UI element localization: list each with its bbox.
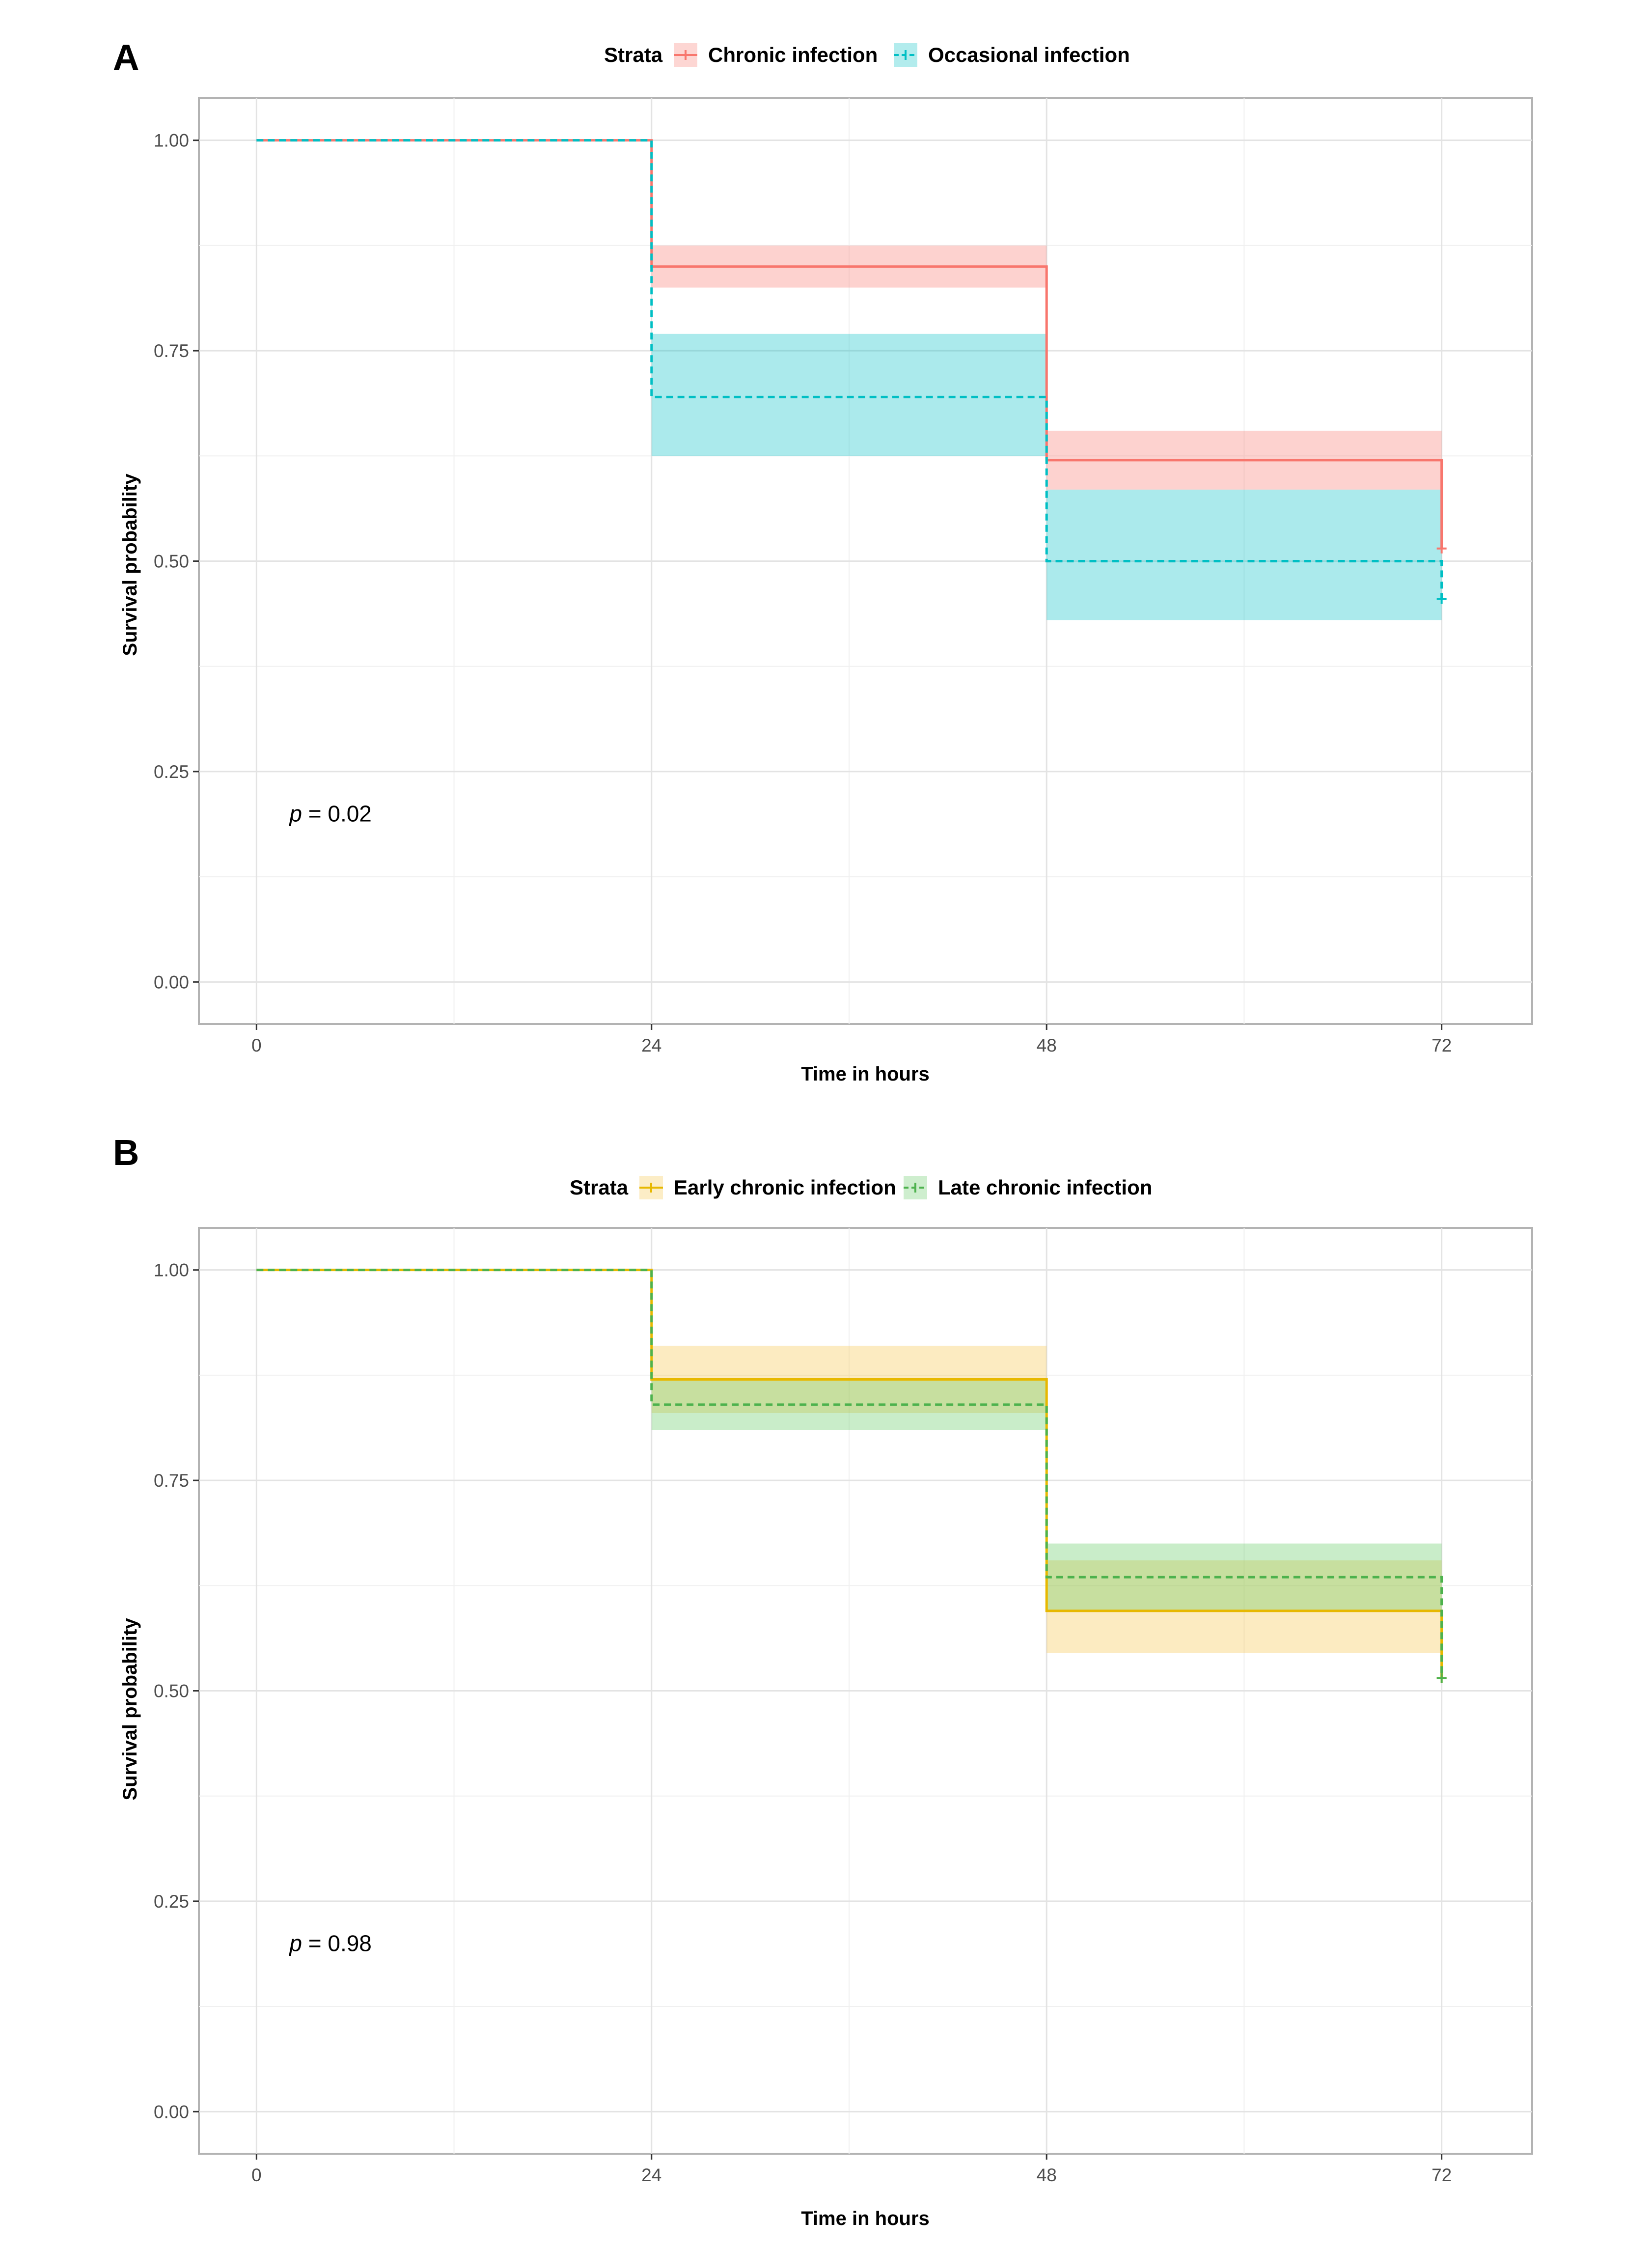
y-tick-label: 0.25 (154, 762, 189, 782)
x-tick-label: 0 (251, 1035, 262, 1055)
y-tick-label: 0.50 (154, 1681, 189, 1701)
x-tick-label: 72 (1432, 1035, 1452, 1055)
plot-area: 0 24 48 72 0.00 0.25 0.50 0.75 1.00 p = 0.98 (154, 1227, 1533, 2185)
x-tick-label: 24 (641, 1035, 661, 1055)
y-tick-label: 0.75 (154, 1471, 189, 1491)
p-value-text: = 0.98 (302, 1931, 372, 1956)
legend-title: Strata (604, 43, 663, 66)
legend: Strata Early chronic infection Late chro… (570, 1176, 1152, 1199)
censor-mark (1436, 543, 1447, 554)
x-tick-label: 48 (1037, 1035, 1057, 1055)
y-tick-label: 1.00 (154, 131, 189, 151)
y-axis-title: Survival probability (119, 473, 141, 656)
panel-a: A Strata Chronic infection Occasional in… (113, 37, 1533, 1085)
censor-mark (1436, 1673, 1447, 1683)
legend-label: Chronic infection (708, 43, 878, 66)
x-tick-label: 24 (641, 2165, 661, 2185)
y-axis-title: Survival probability (119, 1618, 141, 1801)
confidence-band (1046, 489, 1442, 620)
y-tick-label: 1.00 (154, 1260, 189, 1280)
confidence-band (1046, 1560, 1442, 1653)
panel-letter: B (113, 1132, 139, 1173)
x-tick-label: 0 (251, 2165, 262, 2185)
y-tick-label: 0.75 (154, 341, 189, 361)
legend-label: Late chronic infection (938, 1176, 1152, 1199)
x-tick-label: 48 (1037, 2165, 1057, 2185)
legend-key-occasional-infection: Occasional infection (894, 43, 1130, 67)
p-value-symbol: p (288, 801, 302, 827)
censor-mark (1436, 594, 1447, 604)
p-value-symbol: p (288, 1931, 302, 1956)
x-axis-title: Time in hours (801, 1063, 930, 1085)
legend-key-chronic-infection: Chronic infection (674, 43, 878, 67)
legend: Strata Chronic infection Occasional infe… (604, 43, 1130, 67)
panel-b: B Strata Early chronic infection Late ch… (113, 1132, 1533, 2229)
survival-curve (256, 1269, 1443, 1678)
survival-curve (256, 139, 1443, 549)
p-value-annotation: p = 0.98 (288, 1931, 372, 1956)
p-value-annotation: p = 0.02 (288, 801, 372, 827)
legend-label: Early chronic infection (674, 1176, 896, 1199)
x-tick-label: 72 (1432, 2165, 1452, 2185)
y-tick-label: 0.00 (154, 972, 189, 992)
legend-label: Occasional infection (928, 43, 1130, 66)
y-tick-label: 0.25 (154, 1891, 189, 1912)
legend-key-early-chronic-infection: Early chronic infection (639, 1176, 896, 1199)
y-tick-label: 0.00 (154, 2102, 189, 2122)
x-axis-title: Time in hours (801, 2208, 930, 2229)
legend-title: Strata (570, 1176, 629, 1199)
survival-curve (256, 139, 1443, 599)
y-tick-label: 0.50 (154, 552, 189, 572)
legend-key-late-chronic-infection: Late chronic infection (904, 1176, 1152, 1199)
panel-letter: A (113, 37, 139, 78)
confidence-band (651, 333, 1047, 456)
p-value-text: = 0.02 (302, 801, 372, 827)
plot-area: 0 24 48 72 0.00 0.25 0.50 0.75 1.00 p = 0.02 (154, 97, 1533, 1055)
